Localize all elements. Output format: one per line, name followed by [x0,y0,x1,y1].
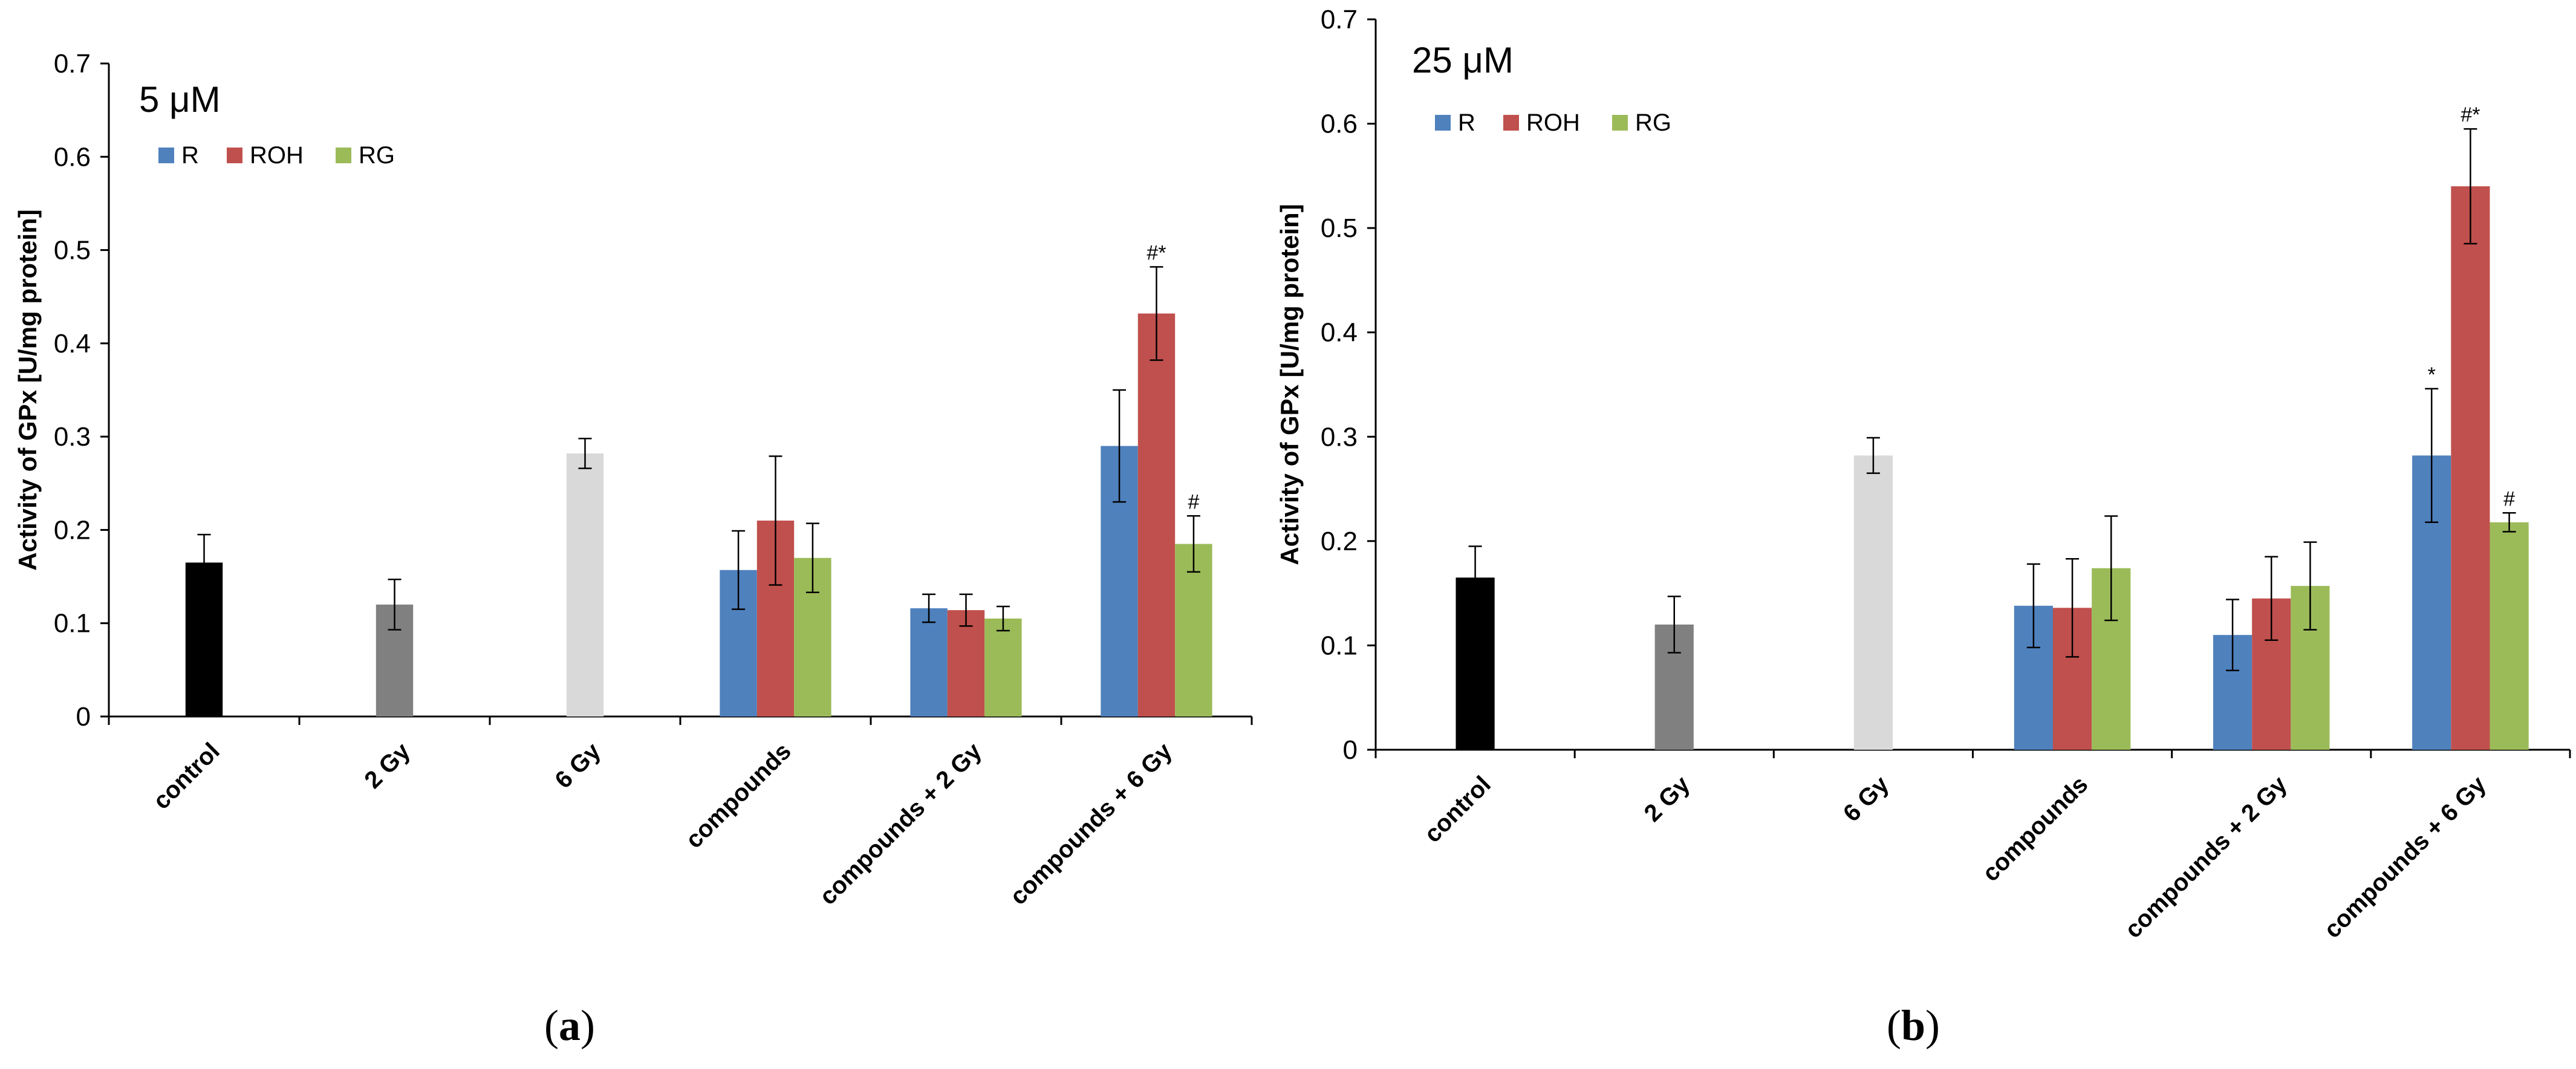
significance-annotation: # [2503,487,2515,510]
legend-swatch-roh [227,148,242,163]
x-category-label: control [1419,771,1496,848]
x-category-label: compounds [680,738,796,853]
bar-compounds-2-gy-r [910,608,948,716]
legend-swatch-roh [1503,115,1519,131]
y-tick-label: 0 [76,702,91,732]
y-axis-title: Activity of GPx [U/mg protein] [1275,204,1304,565]
y-tick-label: 0.1 [54,609,91,638]
y-tick-label: 0.2 [1321,527,1358,556]
legend-label-r: R [1458,109,1475,136]
y-axis-title: Activity of GPx [U/mg protein] [13,209,42,570]
y-tick-label: 0.6 [1321,109,1358,139]
y-tick-label: 0.6 [54,142,91,172]
x-category-label: compounds + 2 Gy [2120,771,2292,943]
bar-6-gy-6-gy [566,453,604,716]
y-tick-label: 0.4 [54,329,91,359]
bar-6-gy-6-gy [1853,455,1893,750]
chart-panel-a: 0 0.1 0.2 0.3 0.4 0.5 0.6 0.7 Activity of GPx [U… [13,49,1253,910]
legend-swatch-rg [1612,115,1628,131]
legend-label-rg: RG [359,142,395,169]
chart-panel-b: 0 0.1 0.2 0.3 0.4 0.5 0.6 0.7 Activity of GPx [U… [1275,5,2571,943]
x-category-label: compounds + 6 Gy [1005,738,1177,910]
y-tick-label: 0.7 [1321,5,1358,34]
legend-label-roh: ROH [1526,109,1580,136]
legend-label-r: R [181,142,199,169]
significance-annotation: * [2428,363,2436,386]
legend-swatch-r [1435,115,1451,131]
legend-swatch-r [158,148,174,163]
legend-label-rg: RG [1635,109,1671,136]
significance-annotation: # [1188,490,1199,513]
legend-swatch-rg [336,148,351,163]
caption-a-letter: a [558,1001,581,1050]
caption-a: (a) [544,1001,595,1050]
y-tick-label: 0.2 [54,515,91,545]
bar-compounds-2-gy-rg [984,619,1022,716]
y-tick-label: 0.3 [54,422,91,452]
bar-compounds-6-gy-roh [1137,313,1176,716]
bar-compounds-6-gy-rg [1175,544,1212,716]
x-category-label: control [148,738,225,814]
y-tick-label: 0.1 [1321,631,1358,660]
y-tick-label: 0.3 [1321,422,1358,452]
y-tick-label: 0.4 [1321,318,1358,348]
x-category-label: 2 Gy [1639,771,1696,827]
bar-compounds-6-gy-roh [2451,186,2490,750]
caption-b-letter: b [1901,1001,1926,1050]
bar-compounds-2-gy-roh [947,610,985,716]
y-tick-label: 0.5 [54,236,91,265]
x-category-label: 6 Gy [1838,771,1895,827]
x-category-label: compounds + 2 Gy [815,738,987,910]
significance-annotation: #* [1147,241,1166,264]
caption-b: (b) [1887,1001,1940,1050]
x-category-label: 6 Gy [550,738,606,794]
chart-title: 5 μM [139,79,221,120]
x-category-label: 2 Gy [359,738,415,794]
y-tick-label: 0.5 [1321,213,1358,243]
legend-label-roh: ROH [250,142,304,169]
x-category-label: compounds + 6 Gy [2319,771,2491,943]
x-category-label: compounds [1977,771,2093,886]
bar-compounds-6-gy-rg [2490,522,2529,750]
y-tick-label: 0.7 [54,49,91,79]
y-tick-label: 0 [1343,735,1358,765]
significance-annotation: #* [2461,103,2480,126]
chart-title: 25 μM [1412,40,1514,80]
